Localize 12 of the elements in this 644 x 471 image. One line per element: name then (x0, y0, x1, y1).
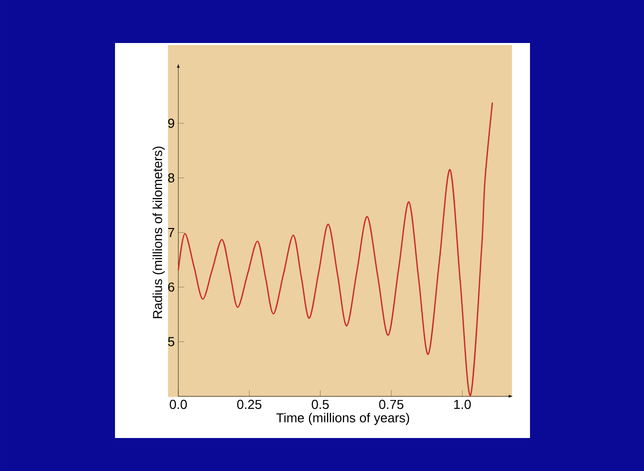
y-tick-label: 5 (168, 337, 174, 346)
x-tick-label: 1.0 (454, 400, 471, 410)
y-axis-title: Radius (millions of kilometers) (152, 146, 165, 318)
x-tick-label: 0.0 (170, 400, 187, 410)
y-tick-label: 7 (168, 228, 174, 237)
x-tick-label: 0.25 (237, 400, 262, 410)
y-tick-label: 8 (168, 173, 174, 182)
y-tick-label: 6 (168, 282, 174, 292)
x-tick-label: 0.5 (312, 400, 329, 410)
y-tick-label: 9 (168, 118, 174, 128)
x-axis-title: Time (millions of years) (276, 412, 410, 425)
x-tick-label: 0.75 (379, 400, 404, 410)
